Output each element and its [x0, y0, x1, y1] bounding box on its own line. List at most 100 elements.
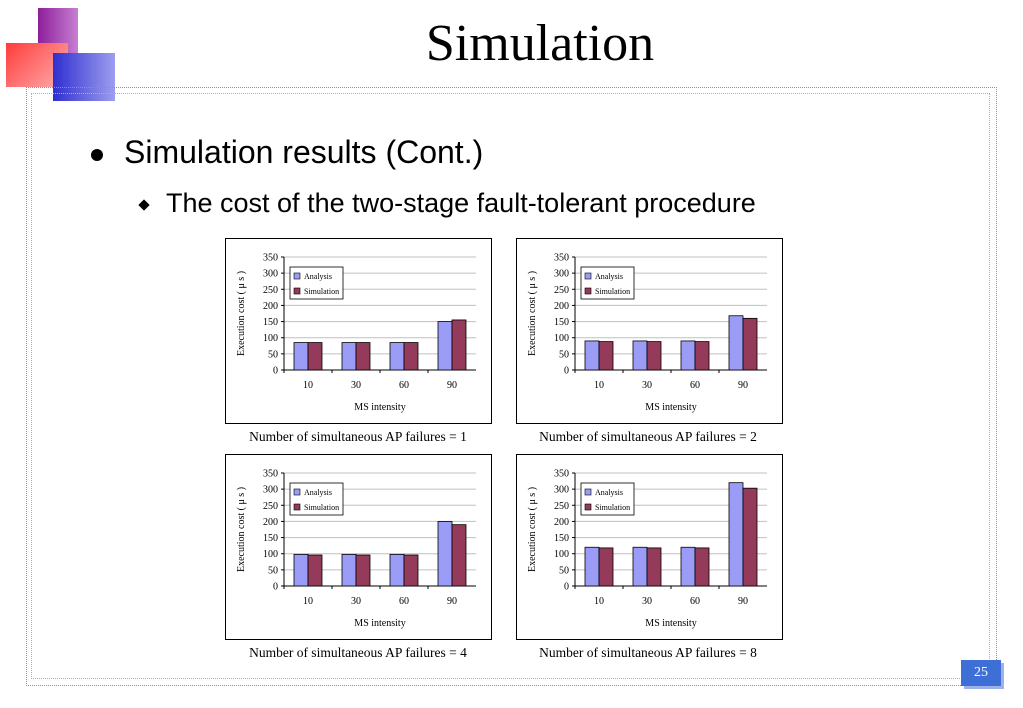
y-tick-label: 50 [268, 565, 278, 576]
x-tick-label: 60 [399, 596, 409, 607]
bar-analysis-90 [437, 321, 453, 371]
bar-simulation-60 [403, 554, 419, 587]
bullet-level1-text: Simulation results (Cont.) [124, 134, 484, 170]
legend-label-simulation: Simulation [595, 287, 630, 296]
y-tick-label: 100 [554, 549, 569, 560]
y-tick-label: 150 [263, 317, 278, 328]
bar-chart-3: 0 50 100 150 200 250 300 350 10 30 60 90 MS intensit… [236, 469, 476, 629]
y-tick-label: 150 [263, 533, 278, 544]
x-tick-label: 30 [351, 596, 361, 607]
x-tick-label: 90 [738, 380, 748, 391]
y-tick-label: 50 [559, 349, 569, 360]
x-tick-label: 10 [594, 596, 604, 607]
chart-box-3: 0 50 100 150 200 250 300 350 10 30 60 90 MS intensit… [225, 454, 492, 640]
bar-simulation-10 [598, 547, 614, 587]
y-tick-label: 250 [554, 501, 569, 512]
bar-analysis-60 [680, 340, 696, 371]
y-tick-label: 250 [263, 285, 278, 296]
y-tick-label: 200 [263, 301, 278, 312]
legend-label-simulation: Simulation [595, 503, 630, 512]
x-tick-label: 30 [351, 380, 361, 391]
y-tick-label: 150 [554, 317, 569, 328]
y-tick-label: 350 [263, 469, 278, 480]
legend-swatch-simulation [584, 287, 592, 295]
bar-chart-2: 0 50 100 150 200 250 300 350 10 30 60 90 MS intensit… [527, 253, 767, 413]
bar-analysis-90 [728, 482, 744, 587]
bar-analysis-90 [728, 315, 744, 371]
y-axis-label: Execution cost ( μ s ) [527, 271, 538, 356]
y-tick-label: 150 [554, 533, 569, 544]
legend-swatch-simulation [584, 503, 592, 511]
legend-swatch-analysis [293, 488, 301, 496]
bar-simulation-60 [403, 342, 419, 371]
slide-title: Simulation [425, 15, 655, 72]
legend-label-analysis: Analysis [595, 488, 623, 497]
chart-box-1: 0 50 100 150 200 250 300 350 10 30 60 90 MS intensit… [225, 238, 492, 424]
y-tick-label: 300 [554, 269, 569, 280]
bar-simulation-90 [742, 317, 758, 371]
chart-caption-2: Number of simultaneous AP failures = 2 [539, 429, 757, 444]
legend-label-analysis: Analysis [595, 272, 623, 281]
y-tick-label: 300 [554, 485, 569, 496]
y-tick-label: 50 [268, 349, 278, 360]
x-axis-label: MS intensity [645, 402, 696, 413]
x-axis-label: MS intensity [354, 618, 405, 629]
bullet-dot-icon [91, 149, 103, 161]
y-tick-label: 250 [263, 501, 278, 512]
y-axis-label: Execution cost ( μ s ) [236, 487, 247, 572]
y-tick-label: 200 [263, 517, 278, 528]
legend-label-analysis: Analysis [304, 272, 332, 281]
x-tick-label: 60 [690, 596, 700, 607]
x-tick-label: 30 [642, 596, 652, 607]
bar-simulation-30 [355, 342, 371, 371]
x-tick-label: 60 [399, 380, 409, 391]
bar-analysis-60 [389, 342, 405, 371]
y-tick-label: 350 [554, 253, 569, 264]
y-tick-label: 250 [554, 285, 569, 296]
bar-analysis-30 [341, 342, 357, 371]
y-tick-label: 100 [263, 549, 278, 560]
chart-caption-1: Number of simultaneous AP failures = 1 [249, 429, 467, 444]
bar-simulation-30 [646, 547, 662, 587]
legend-label-simulation: Simulation [304, 503, 339, 512]
legend-swatch-simulation [293, 503, 301, 511]
y-tick-label: 300 [263, 269, 278, 280]
y-axis-label: Execution cost ( μ s ) [236, 271, 247, 356]
x-tick-label: 30 [642, 380, 652, 391]
bar-simulation-10 [598, 341, 614, 371]
y-tick-label: 100 [263, 333, 278, 344]
x-tick-label: 90 [447, 380, 457, 391]
legend-swatch-simulation [293, 287, 301, 295]
bar-analysis-10 [584, 340, 600, 371]
bar-analysis-90 [437, 521, 453, 587]
chart-box-2: 0 50 100 150 200 250 300 350 10 30 60 90 MS intensit… [516, 238, 783, 424]
chart-box-4: 0 50 100 150 200 250 300 350 10 30 60 90 MS intensit… [516, 454, 783, 640]
bar-chart-1: 0 50 100 150 200 250 300 350 10 30 60 90 MS intensit… [236, 253, 476, 413]
bar-analysis-30 [632, 546, 648, 587]
chart-legend: Analysis Simulation [289, 266, 344, 300]
bar-simulation-90 [742, 487, 758, 587]
y-tick-label: 0 [273, 366, 278, 377]
bar-analysis-10 [293, 342, 309, 371]
bar-simulation-10 [307, 342, 323, 371]
x-tick-label: 90 [447, 596, 457, 607]
bar-analysis-10 [293, 553, 309, 587]
x-tick-label: 10 [303, 596, 313, 607]
y-tick-label: 0 [273, 582, 278, 593]
y-tick-label: 0 [564, 366, 569, 377]
bar-simulation-90 [451, 524, 467, 587]
y-tick-label: 50 [559, 565, 569, 576]
chart-caption-4: Number of simultaneous AP failures = 8 [539, 645, 757, 660]
chart-caption-3: Number of simultaneous AP failures = 4 [249, 645, 467, 660]
bar-simulation-30 [355, 554, 371, 587]
content-frame-outer [26, 87, 997, 686]
chart-legend: Analysis Simulation [580, 266, 635, 300]
bar-analysis-30 [632, 340, 648, 371]
y-tick-label: 350 [554, 469, 569, 480]
x-axis-label: MS intensity [354, 402, 405, 413]
bar-simulation-10 [307, 554, 323, 587]
y-axis-label: Execution cost ( μ s ) [527, 487, 538, 572]
x-axis-label: MS intensity [645, 618, 696, 629]
x-tick-label: 10 [303, 380, 313, 391]
chart-legend: Analysis Simulation [289, 482, 344, 516]
